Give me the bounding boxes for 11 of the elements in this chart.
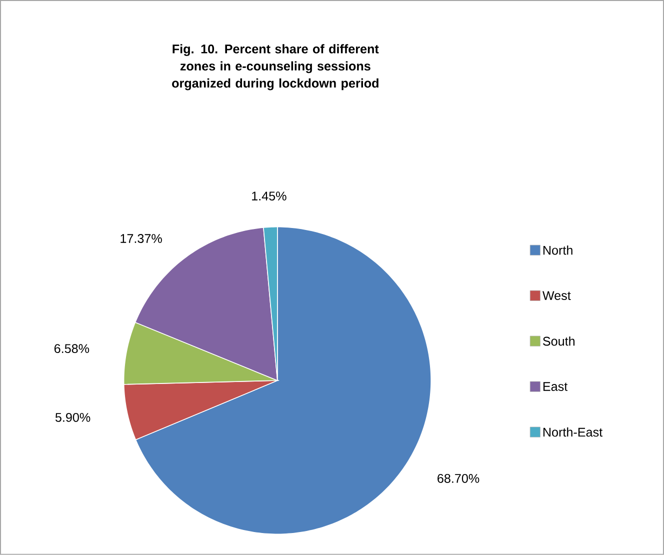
data-label: 1.45%	[252, 192, 286, 201]
data-label: 68.70%	[438, 474, 480, 483]
data-label: 5.90%	[55, 413, 90, 422]
legend-label: West	[542, 291, 571, 300]
data-label: 6.58%	[54, 344, 90, 354]
data-label: 17.37%	[120, 234, 162, 244]
legend-label: East	[543, 382, 568, 392]
legend-label: North	[543, 246, 572, 255]
legend-label: South	[542, 336, 574, 346]
chart-title: Fig. 10. Percent share of different zones in e-counseling sessions organized during lockdown period	[172, 44, 379, 90]
legend-label: North-East	[543, 427, 602, 437]
